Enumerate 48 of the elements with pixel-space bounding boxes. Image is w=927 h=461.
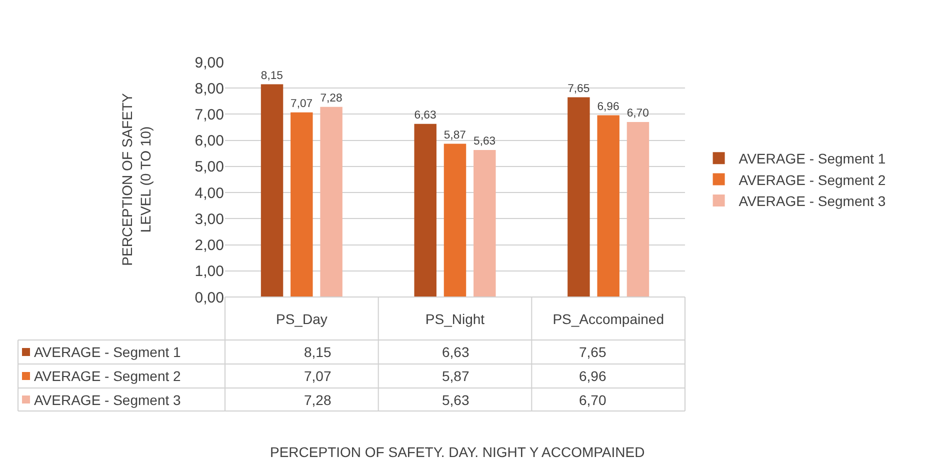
- data-label: 5,63: [442, 392, 470, 408]
- y-tick-label: 5,00: [194, 158, 224, 176]
- legend-label: AVERAGE - Segment 3: [738, 192, 886, 209]
- text: AVERAGE - Segment 2: [34, 368, 181, 384]
- legend-label: AVERAGE - Segment 2: [738, 172, 886, 188]
- y-tick-label: 2,00: [194, 237, 224, 254]
- y-tick-label: 6,00: [194, 132, 224, 150]
- x-tick-label: PS_Day: [276, 311, 328, 327]
- bar: [444, 144, 466, 297]
- bar: [414, 124, 436, 297]
- text: 6,96: [597, 100, 620, 113]
- y-tick-label: 7,00: [194, 106, 224, 124]
- y-axis-title: PERCEPTION OF SAFETY LEVEL (0 TO 10): [119, 92, 154, 266]
- text: 7,07: [290, 98, 313, 110]
- data-label: 7,07: [304, 368, 332, 384]
- data-label: 6,70: [579, 392, 606, 408]
- bar: [260, 84, 284, 297]
- data-label: 7,28: [304, 392, 332, 408]
- text: 8,15: [260, 70, 283, 82]
- text: 5,63: [474, 136, 496, 148]
- y-tick-label: 8,00: [194, 80, 224, 98]
- x-tick-label: PS_Accompained: [552, 311, 664, 327]
- bar: [626, 122, 650, 297]
- text: AVERAGE - Segment 3: [34, 392, 181, 408]
- text: 7,28: [320, 92, 342, 104]
- data-label: 5,87: [442, 368, 470, 384]
- text: AVERAGE - Segment 1: [738, 150, 886, 167]
- data-label: 6,96: [579, 368, 606, 384]
- text: 6,70: [626, 108, 649, 120]
- y-tick-label: 4,00: [194, 184, 224, 202]
- text: 5,87: [444, 129, 466, 142]
- bar: [597, 115, 620, 297]
- bar: [474, 150, 496, 297]
- y-tick-label: 9,00: [194, 54, 224, 72]
- bar: [568, 97, 590, 297]
- y-tick-label: 3,00: [194, 210, 224, 228]
- y-tick-label: 0,00: [194, 289, 224, 306]
- legend-label: AVERAGE - Segment 1: [34, 344, 182, 360]
- y-tick-label: 1,00: [194, 263, 224, 280]
- bar: [320, 106, 342, 297]
- bar: [290, 112, 313, 297]
- text: PERCEPTION OF SAFETY. DAY. NIGHT Y ACCOMPAINED: [270, 444, 645, 460]
- text: 6,63: [414, 109, 436, 122]
- x-tick-label: PS_Night: [425, 311, 485, 327]
- text: 7,65: [568, 82, 590, 95]
- data-label: 7,65: [579, 344, 606, 360]
- data-label: 6,63: [442, 344, 470, 360]
- data-label: 8,15: [304, 344, 332, 360]
